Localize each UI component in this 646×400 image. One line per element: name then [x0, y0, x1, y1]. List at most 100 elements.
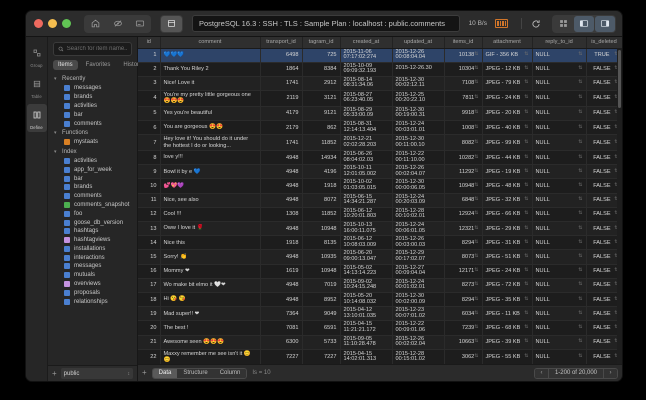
cell-items_id[interactable]: 8294 ⇅	[444, 235, 483, 251]
object-tree[interactable]: ▾ Recently messages brands activities bar comm…	[48, 74, 137, 365]
cell-stepper-icon[interactable]: ⇅	[524, 153, 529, 160]
cell-comment[interactable]: Nice! Love it	[160, 76, 261, 92]
cell-updated_at[interactable]: 2015-12-26 00:08:04.04	[392, 48, 445, 63]
cell-updated_at[interactable]: 2015-12-28 00:15:01.02	[392, 349, 445, 364]
cell-items_id[interactable]: 10138 ⇅	[444, 48, 483, 63]
column-header-updated_at[interactable]: updated_at	[392, 37, 445, 49]
cell-comment[interactable]: Nice this	[160, 235, 261, 251]
cell-stepper-icon[interactable]: ⇅	[614, 310, 618, 316]
cell-id[interactable]: 16	[138, 264, 161, 279]
cell-reply_to_id[interactable]: NULL ⇅	[532, 335, 587, 350]
cell-items_id[interactable]: 7811 ⇅	[444, 90, 483, 107]
cell-stepper-icon[interactable]: ⇅	[474, 167, 479, 174]
cell-reply_to_id[interactable]: NULL ⇅	[532, 48, 587, 63]
cell-items_id[interactable]: 12171 ⇅	[444, 264, 483, 279]
cell-items_id[interactable]: 8294 ⇅	[444, 292, 483, 308]
cell-transport_id[interactable]: 4948	[260, 164, 303, 180]
cell-reply_to_id[interactable]: NULL ⇅	[532, 349, 587, 364]
cell-updated_at[interactable]: 2015-12-22 00:09:01.06	[392, 320, 445, 336]
cell-transport_id[interactable]: 1619	[260, 264, 303, 279]
cell-tagram_id[interactable]: 6591	[302, 320, 341, 336]
cell-stepper-icon[interactable]: ⇅	[474, 138, 479, 145]
cell-id[interactable]: 8	[138, 150, 161, 166]
cell-reply_to_id[interactable]: NULL ⇅	[532, 264, 587, 279]
cell-comment[interactable]: Mommy ❤	[160, 264, 261, 279]
cell-stepper-icon[interactable]: ⇅	[578, 196, 583, 203]
cell-stepper-icon[interactable]: ⇅	[524, 123, 529, 130]
table-row[interactable]: 3 Nice! Love it 1741 2912 2015-08-14 08:31:3…	[138, 76, 622, 92]
cell-stepper-icon[interactable]: ⇅	[524, 196, 529, 203]
cell-transport_id[interactable]: 2119	[260, 90, 303, 107]
table-row[interactable]: 6 You are gorgeous 😍😍 2179 862 2015-08-31 12…	[138, 120, 622, 136]
tree-item-relationships[interactable]: relationships	[52, 297, 137, 306]
cell-tagram_id[interactable]: 862	[302, 120, 341, 136]
cell-stepper-icon[interactable]: ⇅	[578, 79, 583, 86]
cell-stepper-icon[interactable]: ⇅	[474, 267, 479, 274]
cell-stepper-icon[interactable]: ⇅	[614, 282, 618, 287]
table-row[interactable]: 17 Wo make bit elmo it 🤍❤ 4948 7019 2015-09-…	[138, 278, 622, 293]
cell-items_id[interactable]: 7239 ⇅	[444, 320, 483, 336]
cell-attachment[interactable]: JPEG - 24 KB ⇅	[482, 90, 533, 107]
cell-stepper-icon[interactable]: ⇅	[578, 65, 583, 72]
table-row[interactable]: 8 love y!!! 4948 14934 2015-06-26 08:04:02.0…	[138, 150, 622, 166]
cell-tagram_id[interactable]: 9049	[302, 306, 341, 322]
cell-updated_at[interactable]: 2015-12-25 00:20:22.10	[392, 90, 445, 107]
cell-id[interactable]: 17	[138, 278, 161, 293]
cell-stepper-icon[interactable]: ⇅	[578, 323, 583, 330]
cell-comment[interactable]: Mad super!! ❤	[160, 306, 261, 322]
cell-stepper-icon[interactable]: ⇅	[578, 252, 583, 259]
prev-page-button[interactable]: ‹	[534, 368, 548, 378]
cell-is_deleted[interactable]: FALSE⇅	[586, 76, 622, 92]
cell-attachment[interactable]: JPEG - 12 KB ⇅	[482, 62, 533, 77]
cell-id[interactable]: 3	[138, 76, 161, 92]
cell-items_id[interactable]: 10663 ⇅	[444, 335, 483, 350]
table-row[interactable]: 10 💕💖💜 4948 1918 2015-10-02 01:03:05.015 2015…	[138, 178, 622, 194]
cell-is_deleted[interactable]: TRUE⇅	[586, 48, 622, 63]
cell-stepper-icon[interactable]: ⇅	[474, 238, 479, 245]
vertical-scrollbar[interactable]	[617, 48, 622, 364]
cell-created_at[interactable]: 2015-08-14 08:31:34.06	[340, 76, 393, 92]
cell-attachment[interactable]: JPEG - 51 KB ⇅	[482, 249, 533, 265]
sidebar-tab-items[interactable]: Items	[53, 60, 78, 70]
cell-stepper-icon[interactable]: ⇅	[474, 153, 479, 160]
column-header-reply_to_id[interactable]: reply_to_id	[532, 37, 587, 49]
cell-stepper-icon[interactable]: ⇅	[578, 167, 583, 174]
cell-comment[interactable]: Yes you're beautiful	[160, 106, 261, 122]
tree-item-messages[interactable]: messages	[52, 84, 137, 93]
tree-item-comments[interactable]: comments	[52, 119, 137, 128]
cell-stepper-icon[interactable]: ⇅	[614, 183, 618, 188]
cell-items_id[interactable]: 3062 ⇅	[444, 349, 483, 364]
cell-reply_to_id[interactable]: NULL ⇅	[532, 278, 587, 293]
cell-stepper-icon[interactable]: ⇅	[524, 138, 529, 145]
cell-attachment[interactable]: JPEG - 68 KB ⇅	[482, 320, 533, 336]
cell-comment[interactable]: Maxxy remember me see isn't it 😊😊	[160, 349, 261, 364]
zoom-window-button[interactable]	[62, 19, 71, 28]
cell-reply_to_id[interactable]: NULL ⇅	[532, 90, 587, 107]
cell-stepper-icon[interactable]: ⇅	[524, 252, 529, 259]
cell-stepper-icon[interactable]: ⇅	[614, 154, 618, 160]
cell-comment[interactable]: Sorry! 👏	[160, 249, 261, 265]
tree-item-brands[interactable]: brands	[52, 183, 137, 192]
cell-id[interactable]: 12	[138, 207, 161, 223]
cell-tagram_id[interactable]: 725	[302, 48, 341, 63]
cell-transport_id[interactable]: 6498	[260, 48, 303, 63]
cell-reply_to_id[interactable]: NULL ⇅	[532, 62, 587, 77]
cell-stepper-icon[interactable]: ⇅	[614, 211, 618, 216]
cell-created_at[interactable]: 2015-09-05 11:10:28.478	[340, 335, 393, 350]
cell-stepper-icon[interactable]: ⇅	[578, 138, 583, 145]
cell-is_deleted[interactable]: FALSE⇅	[586, 235, 622, 251]
cell-items_id[interactable]: 8082 ⇅	[444, 134, 483, 152]
cell-stepper-icon[interactable]: ⇅	[578, 267, 583, 274]
cell-created_at[interactable]: 2015-06-26 08:04:02.03	[340, 150, 393, 166]
cell-tagram_id[interactable]: 8135	[302, 235, 341, 251]
cell-items_id[interactable]: 10304 ⇅	[444, 62, 483, 77]
eye-off-icon[interactable]	[107, 16, 128, 32]
table-row[interactable]: 1 💙💙💙 6498 725 2015-11-06 07:17:02:274 2015-1…	[138, 48, 622, 63]
cell-reply_to_id[interactable]: NULL ⇅	[532, 134, 587, 152]
cell-tagram_id[interactable]: 14934	[302, 150, 341, 166]
minimize-window-button[interactable]	[48, 19, 57, 28]
rail-item-table[interactable]: Table	[27, 73, 47, 101]
cell-id[interactable]: 22	[138, 349, 161, 364]
cell-transport_id[interactable]: 1741	[260, 76, 303, 92]
cell-created_at[interactable]: 2015-05-20 10:14:08.032	[340, 292, 393, 308]
